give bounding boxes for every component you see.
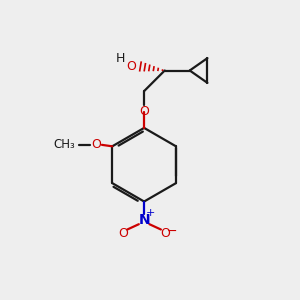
Text: −: − <box>167 225 177 238</box>
Text: O: O <box>160 226 170 239</box>
Text: H: H <box>115 52 125 65</box>
Text: +: + <box>145 208 155 218</box>
Text: O: O <box>118 226 128 239</box>
Text: O: O <box>91 138 101 151</box>
Text: O: O <box>139 105 149 118</box>
Text: CH₃: CH₃ <box>53 138 75 151</box>
Text: N: N <box>138 213 150 227</box>
Text: O: O <box>126 60 136 73</box>
